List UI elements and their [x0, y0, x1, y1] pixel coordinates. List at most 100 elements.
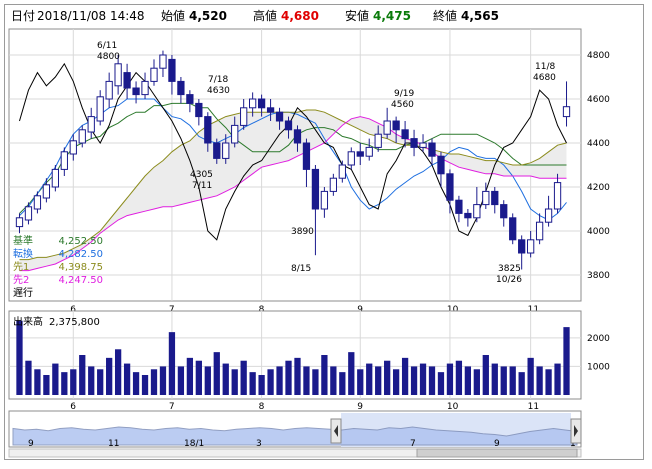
candle-body — [195, 102, 203, 118]
volume-bar — [464, 366, 472, 395]
candle-body — [338, 164, 346, 179]
volume-bar — [267, 369, 274, 395]
range-handle-left[interactable] — [330, 418, 342, 444]
volume-bar — [375, 366, 382, 395]
volume-bar — [527, 357, 534, 395]
volume-bar — [401, 357, 409, 395]
volume-y-tick: 1000 — [587, 362, 610, 372]
close-label: 終値 — [433, 9, 458, 23]
legend-tenkan-value: 4,282.50 — [58, 249, 103, 260]
candle-body — [302, 142, 311, 170]
candle-body — [392, 120, 400, 131]
candle-body — [87, 116, 95, 133]
volume-bar — [428, 366, 436, 395]
volume-bar — [518, 372, 525, 395]
candle-body — [437, 155, 445, 175]
legend-senko1-name: 先1 — [13, 262, 30, 273]
volume-bar — [303, 366, 310, 395]
range-handle-right[interactable] — [570, 418, 582, 444]
volume-bar — [384, 360, 391, 395]
scrollbar-thumb[interactable] — [416, 448, 578, 458]
volume-bar — [491, 363, 498, 395]
candle-body — [500, 204, 508, 219]
candle-body — [410, 138, 418, 148]
candle-body — [42, 184, 51, 199]
annotation-high-jul-price: 4630 — [207, 86, 230, 96]
volume-y-tick: 2000 — [587, 334, 610, 344]
candle-body — [365, 146, 373, 157]
volume-bar — [114, 349, 122, 395]
candle-body — [60, 151, 68, 170]
legend-senko2-name: 先2 — [13, 275, 30, 286]
annotation-high-nov-price: 4680 — [533, 73, 556, 83]
volume-bar — [61, 372, 68, 395]
volume-bar — [240, 360, 247, 395]
annotation-low-jul-date: 7/11 — [192, 181, 212, 191]
candle-body — [562, 106, 571, 118]
candle-body — [150, 67, 158, 82]
annotation-high-jun-date: 6/11 — [97, 41, 117, 51]
candle-body — [446, 173, 454, 201]
horizontal-scrollbar[interactable] — [8, 448, 582, 458]
price-x-tick: 8 — [259, 305, 265, 315]
candle-body — [249, 98, 257, 109]
volume-bar — [123, 363, 131, 395]
volume-bar — [43, 375, 50, 395]
candle-body — [141, 80, 149, 96]
candle-body — [257, 98, 266, 109]
volume-x-tick: 6 — [70, 402, 76, 412]
volume-bar — [204, 366, 211, 395]
candle-body — [473, 204, 481, 219]
volume-bar — [34, 369, 41, 395]
price-x-tick: 10 — [447, 305, 459, 315]
volume-bar — [249, 372, 256, 395]
candle-body — [177, 80, 185, 96]
chart-window: 日付 2018/11/08 14:48 始値 4,520 高値 4,680 安値… — [4, 4, 644, 460]
candle-body — [159, 54, 167, 69]
volume-bar — [97, 369, 104, 395]
open-value: 4,520 — [189, 9, 227, 23]
overview-x-tick: 7 — [410, 439, 416, 449]
volume-title: 出来高 2,375,800 — [13, 316, 100, 329]
high-label: 高値 — [253, 9, 278, 23]
candle-body — [401, 129, 409, 140]
legend-senko1-value: 4,398.75 — [58, 262, 103, 273]
high-value: 4,680 — [281, 9, 319, 23]
legend-senko2: 先2 4,247.50 — [13, 274, 103, 287]
legend-senko1: 先1 4,398.75 — [13, 261, 103, 274]
volume-bar — [294, 357, 301, 395]
candle-body — [293, 129, 302, 144]
candle-body — [231, 124, 239, 144]
volume-bar — [16, 320, 23, 395]
candle-body — [329, 177, 337, 192]
volume-bar — [25, 360, 32, 395]
overview-x-tick: 11 — [108, 439, 119, 449]
annotation-low-aug-date: 8/15 — [291, 264, 311, 274]
annotation-high-sep-date: 9/19 — [394, 89, 414, 99]
candle-body — [311, 168, 320, 210]
volume-bar — [195, 360, 202, 395]
candle-body — [266, 107, 275, 113]
volume-bar — [186, 357, 194, 395]
volume-x-tick: 7 — [169, 402, 175, 412]
volume-bar — [348, 352, 355, 395]
legend-senko2-value: 4,247.50 — [58, 275, 103, 286]
price-x-tick: 7 — [169, 305, 175, 315]
overview-area — [12, 426, 578, 446]
candle-body — [553, 182, 562, 210]
legend-tenkan: 転換 4,282.50 — [13, 248, 103, 261]
volume-bar — [159, 366, 167, 395]
volume-bar — [366, 363, 373, 395]
candle-body — [24, 206, 33, 221]
volume-x-tick: 8 — [259, 402, 265, 412]
candle-body — [374, 133, 382, 148]
legend-chikou: 遅行 — [13, 287, 103, 300]
volume-bar — [312, 369, 319, 395]
volume-bar — [79, 355, 86, 395]
volume-bar — [509, 366, 516, 395]
price-x-tick: 9 — [357, 305, 363, 315]
price-header: 日付 2018/11/08 14:48 始値 4,520 高値 4,680 安値… — [5, 5, 643, 27]
candle-body — [544, 208, 553, 223]
line-senko1 — [19, 109, 567, 261]
volume-bar — [330, 366, 337, 395]
